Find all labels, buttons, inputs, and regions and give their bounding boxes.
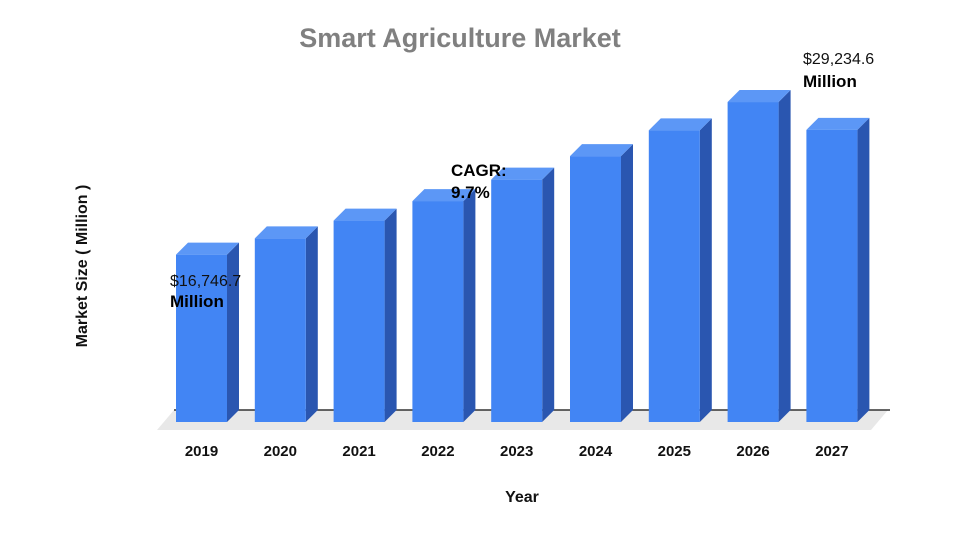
start-unit-label: Million bbox=[170, 292, 224, 311]
x-tick-label: 2022 bbox=[421, 443, 454, 460]
x-tick-label: 2027 bbox=[815, 443, 848, 460]
bar-2020 bbox=[254, 226, 318, 422]
bar-side bbox=[384, 208, 397, 422]
annotation-start: $16,746.7 Million bbox=[170, 273, 241, 311]
bar-series bbox=[176, 90, 870, 423]
bar-front bbox=[176, 254, 227, 422]
bar-top bbox=[806, 117, 870, 130]
bar-2021 bbox=[333, 208, 397, 422]
bar-top bbox=[412, 189, 476, 202]
bar-2025 bbox=[648, 118, 712, 422]
bar-2022 bbox=[412, 189, 476, 422]
bar-front bbox=[333, 220, 385, 422]
bar-side bbox=[227, 242, 239, 422]
bar-top bbox=[648, 118, 712, 131]
bar-front bbox=[491, 179, 543, 422]
cagr-value: 9.7% bbox=[451, 183, 490, 202]
chart-title: Smart Agriculture Market bbox=[299, 23, 621, 53]
bar-side bbox=[542, 167, 555, 422]
bar-side bbox=[857, 117, 870, 422]
start-value-label: $16,746.7 bbox=[170, 273, 241, 290]
bar-top bbox=[254, 226, 318, 239]
x-tick-label: 2024 bbox=[579, 443, 613, 460]
x-tick-label: 2021 bbox=[342, 443, 375, 460]
bar-side bbox=[305, 226, 318, 422]
bar-front bbox=[727, 102, 779, 423]
x-tick-label: 2019 bbox=[185, 443, 218, 460]
end-value-label: $29,234.6 bbox=[803, 51, 874, 68]
bar-2023 bbox=[491, 167, 555, 422]
x-tick-labels: 2019 2020 2021 2022 2023 2024 2025 2026 2027 bbox=[185, 443, 849, 460]
bar-front bbox=[412, 201, 464, 422]
x-tick-label: 2025 bbox=[658, 443, 691, 460]
x-tick-label: 2026 bbox=[736, 443, 769, 460]
x-axis-title: Year bbox=[505, 489, 539, 506]
bar-top bbox=[570, 144, 633, 157]
bar-top bbox=[491, 167, 555, 180]
bar-2024 bbox=[570, 144, 633, 423]
bar-2019 bbox=[176, 242, 239, 422]
end-unit-label: Million bbox=[803, 72, 857, 91]
bar-2026 bbox=[727, 90, 791, 423]
bar-side bbox=[699, 118, 712, 422]
bar-2027 bbox=[806, 117, 870, 422]
x-tick-label: 2020 bbox=[264, 443, 297, 460]
bar-side bbox=[778, 90, 791, 423]
bar-top bbox=[727, 90, 791, 103]
bar-front bbox=[806, 129, 858, 422]
bar-side bbox=[621, 144, 633, 423]
annotation-cagr: CAGR: 9.7% bbox=[451, 161, 507, 202]
bar-top bbox=[176, 242, 239, 255]
bar-side bbox=[463, 189, 476, 422]
x-tick-label: 2023 bbox=[500, 443, 533, 460]
annotation-end: $29,234.6 Million bbox=[803, 51, 874, 91]
y-axis-title: Market Size ( Million ) bbox=[74, 185, 91, 348]
bar-front bbox=[254, 238, 306, 422]
cagr-label: CAGR: bbox=[451, 161, 507, 180]
bar-front bbox=[570, 156, 621, 423]
bar-front bbox=[648, 130, 700, 422]
bar-top bbox=[333, 208, 397, 221]
